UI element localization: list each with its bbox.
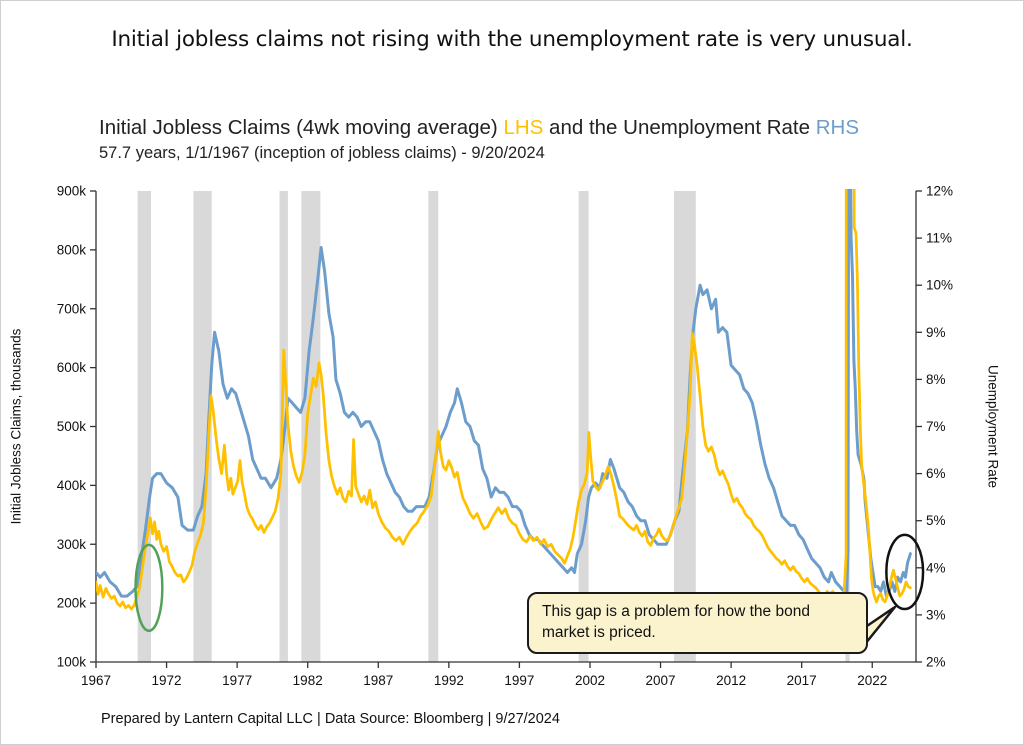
black-ellipse-annotation — [885, 533, 925, 611]
left-tick-label: 400k — [57, 478, 87, 493]
x-tick-label: 1997 — [504, 673, 534, 688]
footer-credit: Prepared by Lantern Capital LLC | Data S… — [101, 711, 560, 727]
left-tick-label: 500k — [57, 419, 87, 434]
x-tick-label: 2017 — [787, 673, 817, 688]
callout-text: This gap is a problem for how the bond m… — [542, 603, 810, 641]
x-tick-label: 1992 — [434, 673, 464, 688]
annotations — [134, 533, 925, 651]
x-tick-label: 1977 — [222, 673, 252, 688]
x-tick-label: 1982 — [293, 673, 323, 688]
left-tick-label: 300k — [57, 537, 87, 552]
right-tick-label: 8% — [926, 372, 946, 387]
x-tick-label: 2012 — [716, 673, 746, 688]
right-tick-label: 11% — [926, 231, 952, 246]
chart-title-rhs-label: RHS — [815, 116, 860, 139]
callout-box: This gap is a problem for how the bond m… — [527, 592, 868, 654]
x-tick-label: 2007 — [646, 673, 676, 688]
right-tick-label: 4% — [926, 560, 946, 575]
green-ellipse-annotation — [134, 543, 164, 633]
right-tick-label: 5% — [926, 513, 946, 528]
right-tick-label: 6% — [926, 466, 946, 481]
left-tick-label: 800k — [57, 242, 87, 257]
chart-title: Initial Jobless Claims (4wk moving avera… — [99, 116, 859, 140]
chart-title-lhs-label: LHS — [503, 116, 544, 139]
right-tick-label: 9% — [926, 325, 946, 340]
recession-band — [301, 191, 321, 662]
left-tick-label: 600k — [57, 360, 87, 375]
right-tick-label: 3% — [926, 607, 946, 622]
right-tick-label: 2% — [926, 655, 946, 670]
left-tick-label: 200k — [57, 596, 87, 611]
right-tick-label: 7% — [926, 419, 946, 434]
page-title: Initial jobless claims not rising with t… — [111, 27, 913, 52]
recession-band — [578, 191, 589, 662]
chart-title-text: Initial Jobless Claims (4wk moving avera… — [99, 116, 504, 139]
series-line-unemployment-rate — [96, 189, 912, 598]
series-group — [96, 189, 912, 611]
chart-title-text2: and the Unemployment Rate — [543, 116, 816, 139]
left-tick-label: 900k — [57, 184, 87, 199]
left-tick-label: 100k — [57, 655, 87, 670]
x-tick-label: 2022 — [857, 673, 887, 688]
recession-band — [428, 191, 439, 662]
series-line-jobless-claims — [96, 189, 912, 611]
axis-ticks — [90, 190, 922, 668]
x-tick-label: 1967 — [81, 673, 111, 688]
left-tick-label: 700k — [57, 301, 87, 316]
recession-band — [673, 191, 696, 662]
x-tick-label: 2002 — [575, 673, 605, 688]
right-tick-label: 10% — [926, 278, 953, 293]
chart-subtitle: 57.7 years, 1/1/1967 (inception of joble… — [99, 144, 545, 162]
x-tick-label: 1987 — [363, 673, 393, 688]
right-tick-label: 12% — [926, 184, 953, 199]
axis-tick-labels: 100k 200k 300k 400k 500k 600k 700k 800k 900k 2% 3%… — [57, 184, 953, 689]
x-tick-label: 1972 — [152, 673, 182, 688]
